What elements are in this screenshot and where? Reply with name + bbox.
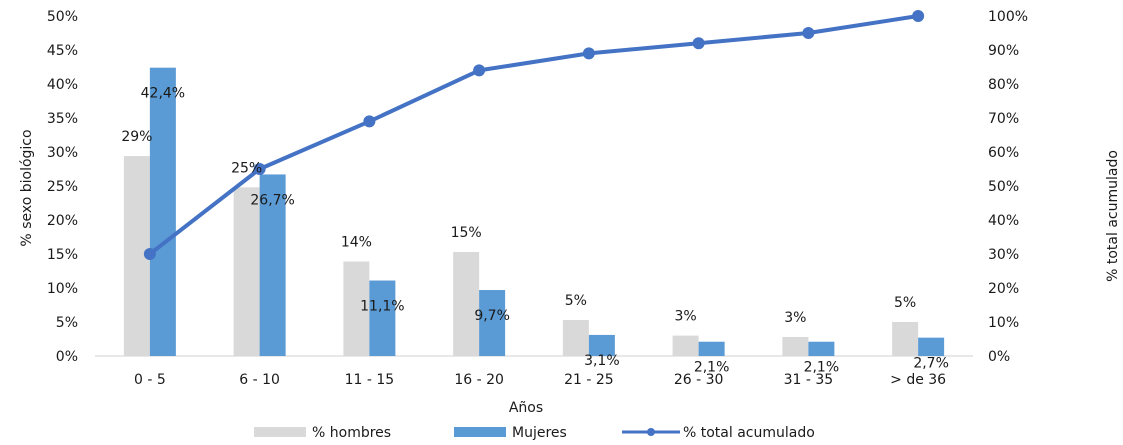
data-label-hombres: 3% bbox=[784, 310, 806, 326]
left-tick-label: 0% bbox=[56, 349, 78, 365]
line-point-acumulado bbox=[253, 163, 266, 175]
data-label-hombres: 29% bbox=[121, 129, 152, 145]
bar-mujeres bbox=[369, 280, 396, 356]
bar-mujeres bbox=[698, 341, 725, 356]
bar-mujeres bbox=[259, 174, 286, 356]
bar-hombres bbox=[233, 187, 260, 356]
left-tick-label: 40% bbox=[47, 77, 78, 93]
data-label-mujeres: 26,7% bbox=[250, 192, 294, 208]
category-label: 6 - 10 bbox=[239, 372, 280, 388]
line-series-group bbox=[143, 10, 925, 260]
left-tick-label: 50% bbox=[47, 9, 78, 25]
line-point-acumulado bbox=[143, 248, 156, 260]
left-tick-label: 25% bbox=[47, 179, 78, 195]
data-label-mujeres: 3,1% bbox=[584, 353, 620, 369]
legend-marker-acumulado bbox=[647, 428, 655, 436]
left-tick-label: 35% bbox=[47, 111, 78, 127]
left-tick-label: 15% bbox=[47, 247, 78, 263]
bars-group bbox=[123, 67, 945, 357]
data-label-hombres: 25% bbox=[231, 160, 262, 176]
bar-hombres bbox=[453, 251, 480, 356]
right-tick-label: 100% bbox=[988, 9, 1028, 25]
left-tick-label: 5% bbox=[56, 315, 78, 331]
legend: % hombres Mujeres % total acumulado bbox=[254, 425, 815, 441]
left-tick-label: 20% bbox=[47, 213, 78, 229]
data-label-hombres: 5% bbox=[894, 295, 916, 311]
data-label-mujeres: 2,1% bbox=[804, 360, 840, 376]
category-label: 26 - 30 bbox=[674, 372, 724, 388]
line-total-acumulado bbox=[148, 14, 919, 256]
right-tick-label: 0% bbox=[988, 349, 1010, 365]
bar-mujeres bbox=[588, 334, 615, 356]
line-point-acumulado bbox=[473, 64, 486, 77]
line-point-acumulado bbox=[802, 27, 815, 39]
data-label-hombres: 5% bbox=[565, 293, 587, 309]
bar-labels-group: 29% 25% 14% 15% 5% 3% 3% 5% 42,4% 26,7% 11,1% 9,7% 3… bbox=[121, 86, 949, 376]
bar-mujeres bbox=[808, 341, 835, 356]
right-tick-label: 90% bbox=[988, 43, 1019, 59]
data-label-mujeres: 9,7% bbox=[474, 308, 510, 324]
bar-hombres bbox=[782, 336, 809, 356]
right-tick-label: 50% bbox=[988, 179, 1019, 195]
bar-hombres bbox=[672, 335, 699, 356]
left-tick-label: 10% bbox=[47, 281, 78, 297]
bar-mujeres bbox=[918, 337, 945, 356]
bar-hombres bbox=[892, 322, 919, 356]
right-tick-label: 30% bbox=[988, 247, 1019, 263]
bar-mujeres bbox=[149, 67, 176, 357]
legend-label-hombres: % hombres bbox=[312, 425, 391, 440]
data-label-mujeres: 11,1% bbox=[360, 299, 404, 315]
right-tick-label: 10% bbox=[988, 315, 1019, 331]
right-tick-label: 70% bbox=[988, 111, 1019, 127]
category-label: 11 - 15 bbox=[345, 372, 395, 388]
y2-axis-title: % total acumulado bbox=[1105, 150, 1121, 282]
category-label: 0 - 5 bbox=[134, 372, 166, 388]
data-label-hombres: 14% bbox=[341, 234, 372, 250]
data-label-mujeres: 2,7% bbox=[913, 356, 949, 372]
category-label: 21 - 25 bbox=[564, 372, 614, 388]
data-label-hombres: 15% bbox=[451, 225, 482, 241]
bar-hombres bbox=[562, 319, 589, 356]
right-tick-label: 80% bbox=[988, 77, 1019, 93]
data-label-mujeres: 42,4% bbox=[141, 86, 185, 102]
y-axis-title: % sexo biológico bbox=[19, 129, 35, 246]
x-axis-title: Años bbox=[509, 400, 543, 416]
bar-hombres bbox=[343, 261, 370, 356]
line-point-acumulado bbox=[692, 37, 705, 50]
line-point-acumulado bbox=[912, 10, 925, 22]
line-point-acumulado bbox=[582, 47, 595, 60]
right-tick-label: 40% bbox=[988, 213, 1019, 229]
left-axis-ticks: 0% 5% 10% 15% 20% 25% 30% 35% 40% 45% 50% bbox=[47, 9, 78, 365]
right-tick-label: 20% bbox=[988, 281, 1019, 297]
category-labels: 0 - 5 6 - 10 11 - 15 16 - 20 21 - 25 26 - 30 3… bbox=[134, 372, 946, 388]
left-tick-label: 30% bbox=[47, 145, 78, 161]
right-axis-ticks: 0% 10% 20% 30% 40% 50% 60% 70% 80% 90% 100% bbox=[988, 9, 1028, 365]
legend-swatch-mujeres bbox=[454, 427, 506, 437]
line-point-acumulado bbox=[363, 115, 376, 128]
data-label-mujeres: 2,1% bbox=[694, 360, 730, 376]
bar-mujeres bbox=[479, 290, 506, 356]
category-label: 16 - 20 bbox=[454, 372, 504, 388]
legend-swatch-hombres bbox=[254, 427, 306, 437]
left-tick-label: 45% bbox=[47, 43, 78, 59]
data-label-hombres: 3% bbox=[675, 309, 697, 325]
right-tick-label: 60% bbox=[988, 145, 1019, 161]
legend-label-acumulado: % total acumulado bbox=[683, 425, 815, 440]
legend-label-mujeres: Mujeres bbox=[512, 425, 567, 440]
category-label: 31 - 35 bbox=[784, 372, 834, 388]
category-label: > de 36 bbox=[890, 372, 946, 388]
